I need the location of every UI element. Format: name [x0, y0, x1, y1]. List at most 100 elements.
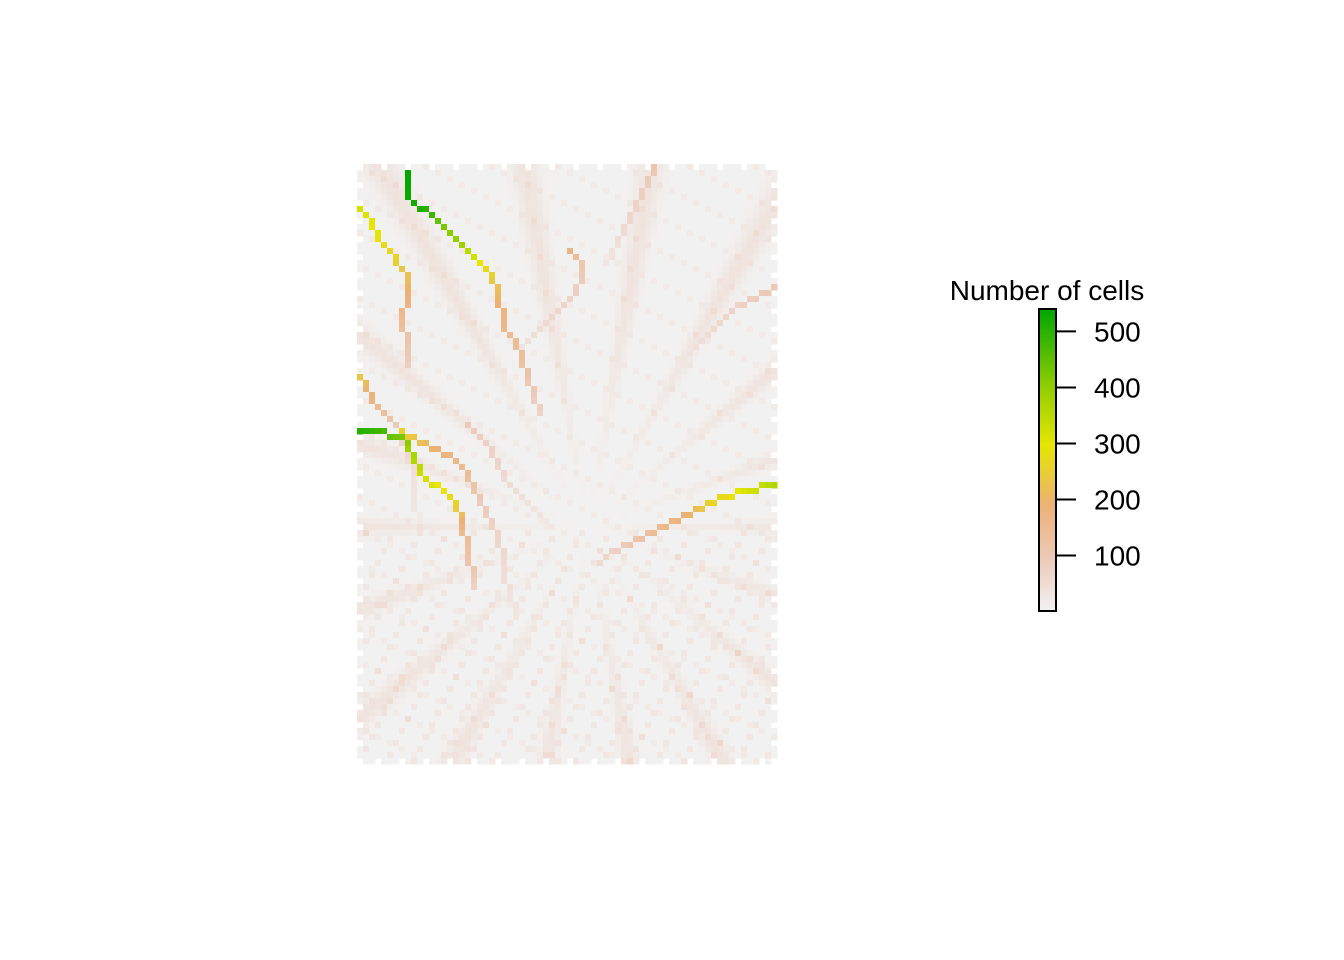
raster-cell	[537, 314, 544, 321]
raster-cell	[753, 356, 760, 363]
raster-cell	[657, 290, 664, 297]
raster-cell	[657, 422, 664, 429]
raster-cell	[387, 332, 394, 339]
raster-cell	[393, 482, 400, 489]
raster-cell	[429, 548, 436, 555]
raster-cell	[375, 530, 382, 537]
raster-cell	[411, 356, 418, 363]
raster-cell	[729, 464, 736, 471]
raster-cell	[405, 494, 412, 501]
raster-cell	[429, 440, 436, 447]
raster-cell	[453, 452, 460, 459]
raster-cell	[639, 398, 646, 405]
raster-cell	[561, 524, 568, 531]
raster-cell	[681, 554, 688, 561]
raster-cell	[765, 518, 772, 525]
raster-cell	[507, 548, 514, 555]
raster-cell	[417, 362, 424, 369]
raster-cell	[723, 308, 730, 315]
raster-cell	[723, 182, 730, 189]
raster-cell	[669, 254, 676, 261]
raster-cell	[633, 266, 640, 273]
raster-cell	[387, 290, 394, 297]
raster-cell	[555, 530, 562, 537]
raster-cell	[765, 170, 772, 177]
raster-cell	[555, 440, 562, 447]
raster-cell	[765, 206, 772, 213]
raster-cell	[597, 254, 604, 261]
raster-cell	[387, 320, 394, 327]
raster-cell	[423, 554, 430, 561]
raster-cell	[441, 170, 448, 177]
raster-cell	[765, 344, 772, 351]
raster-cell	[621, 290, 628, 297]
raster-cell	[363, 236, 370, 243]
raster-cell	[699, 554, 706, 561]
raster-cell	[549, 254, 556, 261]
raster-cell	[459, 518, 466, 525]
raster-cell	[501, 206, 508, 213]
raster-cell	[753, 236, 760, 243]
raster-cell	[663, 392, 670, 399]
raster-cell	[609, 224, 616, 231]
raster-cell	[519, 584, 526, 591]
raster-cell	[435, 500, 442, 507]
raster-cell	[711, 254, 718, 261]
raster-cell	[771, 458, 778, 465]
raster-cell	[717, 506, 724, 513]
raster-cell	[615, 296, 622, 303]
raster-cell	[591, 278, 598, 285]
raster-cell	[549, 512, 556, 519]
raster-cell	[417, 350, 424, 357]
raster-cell	[711, 272, 718, 279]
raster-cell	[447, 356, 454, 363]
raster-cell	[525, 182, 532, 189]
raster-cell	[477, 512, 484, 519]
raster-cell	[387, 590, 394, 597]
raster-cell	[567, 506, 574, 513]
raster-cell	[495, 590, 502, 597]
raster-cell	[645, 266, 652, 273]
raster-cell	[573, 458, 580, 465]
raster-cell	[525, 374, 532, 381]
raster-cell	[687, 182, 694, 189]
raster-cell	[459, 422, 466, 429]
raster-cell	[477, 248, 484, 255]
raster-cell	[705, 248, 712, 255]
raster-cell	[555, 332, 562, 339]
raster-cell	[387, 464, 394, 471]
raster-cell	[519, 428, 526, 435]
raster-cell	[561, 476, 568, 483]
raster-cell	[603, 314, 610, 321]
raster-cell	[549, 398, 556, 405]
raster-cell	[393, 434, 400, 441]
raster-cell	[447, 200, 454, 207]
raster-cell	[741, 590, 748, 597]
raster-cell	[735, 338, 742, 345]
raster-cell	[549, 290, 556, 297]
raster-cell	[399, 170, 406, 177]
raster-cell	[663, 296, 670, 303]
raster-cell	[399, 320, 406, 327]
raster-cell	[639, 302, 646, 309]
raster-cell	[453, 584, 460, 591]
raster-cell	[567, 356, 574, 363]
raster-cell	[549, 542, 556, 549]
raster-cell	[465, 548, 472, 555]
raster-cell	[675, 506, 682, 513]
raster-cell	[453, 392, 460, 399]
raster-cell	[759, 488, 766, 495]
raster-cell	[441, 482, 448, 489]
raster-cell	[501, 470, 508, 477]
raster-cell	[495, 218, 502, 225]
raster-cell	[699, 434, 706, 441]
raster-cell	[717, 476, 724, 483]
raster-cell	[711, 530, 718, 537]
raster-cell	[735, 524, 742, 531]
raster-cell	[741, 206, 748, 213]
raster-cell	[519, 302, 526, 309]
raster-cell	[429, 170, 436, 177]
raster-cell	[699, 344, 706, 351]
raster-cell	[681, 362, 688, 369]
raster-cell	[633, 452, 640, 459]
